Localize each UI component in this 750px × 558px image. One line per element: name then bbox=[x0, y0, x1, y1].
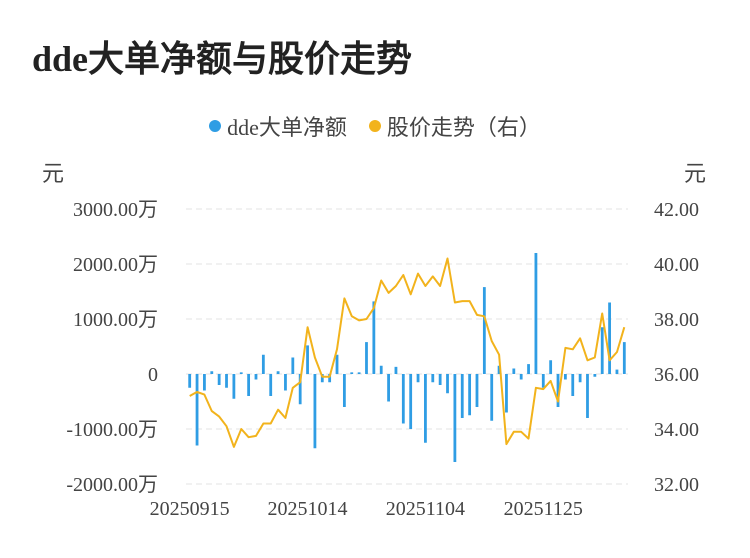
dde-bar bbox=[276, 371, 280, 374]
dde-bar bbox=[195, 374, 199, 446]
left-axis-unit: 元 bbox=[42, 161, 65, 186]
dde-bar bbox=[291, 357, 295, 374]
dde-bar bbox=[225, 374, 228, 388]
dde-bar bbox=[534, 253, 538, 374]
x-tick-label: 20250915 bbox=[150, 498, 230, 520]
dde-bar bbox=[556, 374, 560, 407]
dde-bar bbox=[475, 374, 479, 407]
dde-bar bbox=[298, 374, 302, 405]
dde-bar bbox=[328, 374, 332, 383]
dde-bar bbox=[586, 374, 589, 418]
dde-bar bbox=[490, 374, 494, 421]
dde-bar bbox=[438, 374, 442, 385]
y-right-tick-label: 32.00 bbox=[654, 474, 699, 496]
y-left-tick-label: -2000.00万 bbox=[66, 474, 158, 496]
dde-bar bbox=[453, 374, 457, 462]
dde-bar bbox=[284, 374, 287, 391]
dde-bar bbox=[622, 342, 626, 374]
legend-label-dde: dde大单净额 bbox=[227, 115, 347, 140]
y-right-tick-label: 42.00 bbox=[654, 199, 699, 221]
y-left-tick-label: 3000.00万 bbox=[73, 199, 158, 221]
dde-bar bbox=[342, 374, 346, 407]
dde-bar bbox=[350, 372, 354, 374]
y-left-tick-label: -1000.00万 bbox=[66, 419, 158, 441]
price-line bbox=[189, 257, 626, 448]
dde-bar bbox=[247, 374, 251, 396]
y-right-tick-label: 34.00 bbox=[654, 419, 699, 441]
dde-bar bbox=[210, 371, 214, 374]
dde-bar bbox=[357, 372, 361, 374]
y-right-tick-label: 38.00 bbox=[654, 309, 699, 331]
dde-bar bbox=[394, 366, 398, 374]
dde-bar bbox=[460, 374, 464, 418]
x-tick-label: 20251104 bbox=[386, 498, 465, 520]
dde-bar bbox=[313, 374, 317, 449]
dde-bar bbox=[578, 374, 582, 383]
dde-bar bbox=[563, 374, 567, 380]
y-right-tick-label: 40.00 bbox=[654, 254, 699, 276]
dde-bar bbox=[365, 342, 368, 374]
dde-bar bbox=[254, 374, 258, 380]
dde-bar bbox=[401, 374, 405, 424]
legend-dot-price bbox=[368, 120, 381, 132]
dde-bar bbox=[372, 301, 376, 374]
chart-title: dde大单净额与股价走势 bbox=[32, 39, 413, 79]
dde-bar bbox=[446, 374, 449, 394]
y-left-tick-label: 2000.00万 bbox=[73, 254, 158, 276]
dde-bar bbox=[416, 374, 420, 383]
legend-item-dde[interactable]: dde大单净额 bbox=[209, 110, 347, 142]
dde-bar bbox=[232, 374, 236, 399]
x-tick-label: 20251125 bbox=[504, 498, 583, 520]
dde-bar bbox=[549, 360, 553, 374]
dde-bar bbox=[541, 374, 545, 388]
dde-bar bbox=[424, 374, 427, 443]
dde-bar bbox=[519, 374, 523, 380]
dde-bar bbox=[188, 374, 192, 388]
y-left-tick-label: 0 bbox=[148, 364, 158, 386]
dde-bar bbox=[608, 302, 611, 374]
dde-bar bbox=[600, 327, 604, 374]
dde-bar bbox=[571, 374, 575, 396]
y-right-tick-label: 36.00 bbox=[654, 364, 699, 386]
dde-bar bbox=[409, 374, 413, 429]
dde-bar bbox=[261, 354, 265, 374]
dde-bar bbox=[239, 372, 243, 374]
right-axis-unit: 元 bbox=[684, 161, 707, 186]
dde-bar bbox=[431, 374, 435, 383]
dde-bar bbox=[615, 369, 619, 374]
dde-bar bbox=[512, 368, 516, 374]
dde-bar bbox=[387, 374, 390, 402]
x-tick-label: 20251014 bbox=[268, 498, 348, 520]
dde-bar bbox=[306, 345, 309, 374]
dde-bar bbox=[335, 354, 339, 374]
y-left-tick-label: 1000.00万 bbox=[73, 309, 158, 331]
dde-bar bbox=[379, 365, 383, 374]
dde-bar bbox=[482, 287, 486, 374]
legend-label-price: 股价走势（右） bbox=[386, 115, 541, 140]
legend-dot-dde bbox=[209, 120, 222, 132]
chart-legend: dde大单净额 股价走势（右） bbox=[0, 110, 750, 142]
dde-bar bbox=[593, 374, 597, 377]
dde-bar bbox=[527, 364, 530, 374]
legend-item-price[interactable]: 股价走势（右） bbox=[368, 110, 541, 142]
dde-bar bbox=[217, 374, 221, 385]
dde-bar bbox=[203, 374, 206, 391]
dde-bar bbox=[320, 374, 324, 383]
dde-bar bbox=[505, 374, 508, 413]
dde-bar bbox=[468, 374, 472, 416]
dde-bar bbox=[497, 365, 501, 374]
dde-bar bbox=[269, 374, 273, 396]
